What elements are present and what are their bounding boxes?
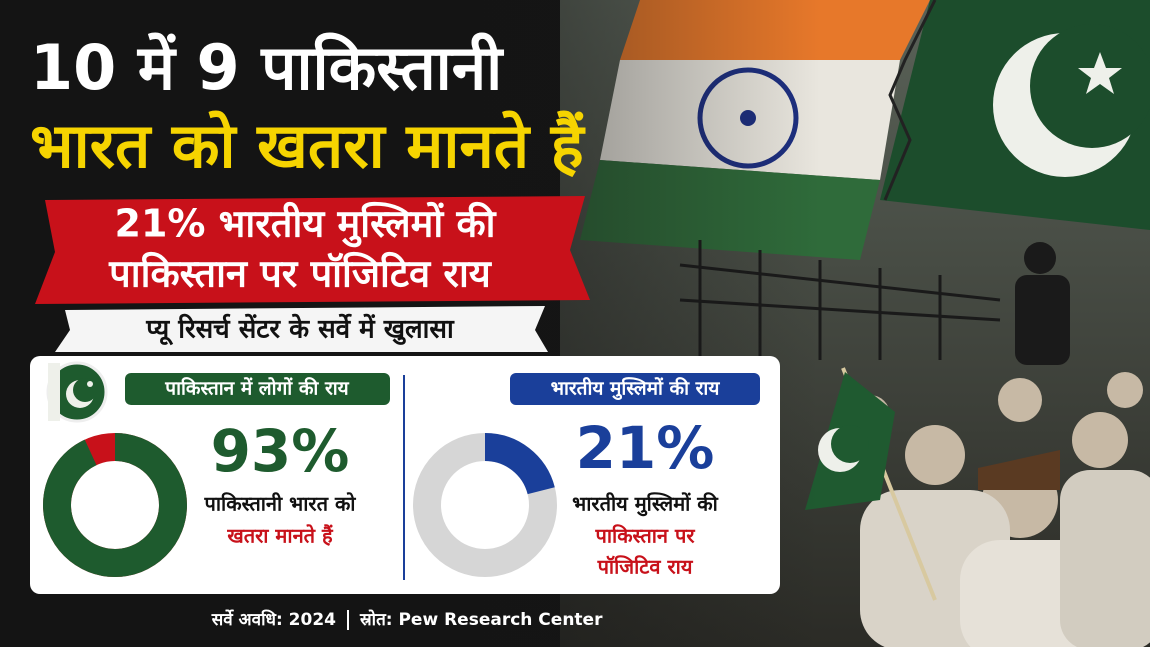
value-label: 93% bbox=[211, 417, 350, 485]
caption: पॉजिटिव राय bbox=[597, 555, 694, 579]
donut-arc bbox=[413, 433, 557, 577]
banner-line: 21% भारतीय मुस्लिमों की bbox=[115, 202, 497, 248]
caption: पाकिस्तान पर bbox=[594, 524, 695, 548]
banner-line: पाकिस्तान पर पॉजिटिव राय bbox=[108, 252, 493, 296]
red-banner bbox=[35, 196, 590, 304]
flag-icon bbox=[46, 361, 108, 423]
caption: खतरा मानते हैं bbox=[226, 524, 334, 548]
footer-source: स्रोत: Pew Research Center bbox=[359, 609, 603, 630]
caption: पाकिस्तानी भारत को bbox=[203, 492, 356, 516]
title-line: भारत को खतरा मानते हैं bbox=[30, 109, 586, 182]
donut-arc bbox=[43, 433, 187, 577]
panel-title: पाकिस्तान में लोगों की राय bbox=[164, 377, 349, 400]
panel-pill bbox=[125, 373, 390, 405]
value-label: 21% bbox=[576, 414, 715, 482]
panel-title: भारतीय मुस्लिमों की राय bbox=[551, 377, 721, 401]
panel-pill bbox=[510, 373, 760, 405]
white-strip bbox=[55, 306, 548, 352]
title-line: 10 में 9 पाकिस्तानी bbox=[30, 31, 504, 104]
strip-text: प्यू रिसर्च सेंटर के सर्वे में खुलासा bbox=[145, 314, 455, 346]
footer-period: सर्वे अवधि: 2024 bbox=[211, 609, 336, 630]
caption: भारतीय मुस्लिमों की bbox=[572, 492, 719, 517]
